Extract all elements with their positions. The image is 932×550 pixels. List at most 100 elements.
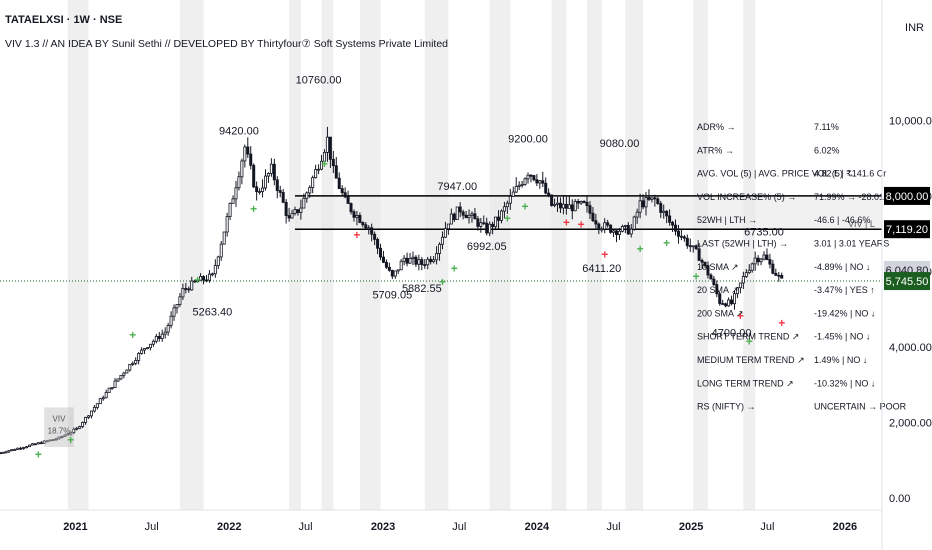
- candle-body: [662, 210, 666, 213]
- candle-body: [694, 245, 698, 250]
- candle-body: [564, 203, 568, 209]
- time-axis[interactable]: 2021 Jul 2022 Jul 2023 Jul 2024 Jul 2025 Jul 2026: [63, 521, 857, 533]
- candle-body: [202, 276, 206, 281]
- stats-row-value: 6.02%: [814, 145, 840, 155]
- candle-body: [39, 442, 43, 445]
- buy-signal-marker: +: [439, 275, 446, 289]
- candle-body: [234, 187, 238, 200]
- candle-body: [753, 257, 757, 265]
- candle-body: [573, 200, 577, 212]
- candle-body: [246, 146, 250, 155]
- stats-row-label: LAST (52WH | LTH) →: [697, 239, 788, 249]
- price-tag-text: 5,745.50: [886, 276, 929, 288]
- candle-body: [225, 216, 229, 233]
- candle-body: [674, 224, 678, 232]
- candle-body: [488, 223, 492, 234]
- stats-row-label: ATR% →: [697, 145, 734, 155]
- stats-row-value: -1.45% | NO ↓: [814, 332, 870, 342]
- candle-body: [715, 284, 719, 295]
- candle-body: [89, 410, 93, 417]
- candle-body: [455, 206, 459, 220]
- stats-row-value: UNCERTAIN → POOR: [814, 402, 907, 412]
- viv-level-label: VIV | L: [848, 219, 875, 229]
- candle-body: [526, 174, 530, 180]
- buy-signal-marker: +: [504, 212, 511, 226]
- time-tick-label: Jul: [145, 521, 159, 533]
- candle-body: [92, 406, 96, 412]
- candle-body: [207, 273, 211, 281]
- candle-body: [617, 230, 621, 235]
- candle-body: [570, 204, 574, 212]
- candle-body: [110, 387, 114, 389]
- candle-body: [458, 206, 462, 213]
- candle-body: [317, 168, 321, 171]
- candle-body: [190, 280, 194, 291]
- candle-body: [435, 253, 439, 261]
- candle-body: [4, 451, 8, 454]
- candle-body: [122, 372, 126, 376]
- candle-body: [255, 186, 259, 193]
- candle-body: [396, 269, 400, 272]
- candle-body: [529, 174, 533, 177]
- candle-body: [22, 447, 26, 449]
- candle-body: [370, 227, 374, 235]
- candle-body: [81, 422, 85, 427]
- candle-body: [36, 442, 40, 445]
- viv-box-sublabel: 18.7%: [48, 426, 71, 435]
- candle-body: [647, 197, 651, 200]
- candle-body: [131, 362, 135, 365]
- candle-body: [384, 261, 388, 268]
- candle-body: [777, 274, 781, 277]
- candle-body: [166, 325, 170, 333]
- candle-body: [343, 192, 347, 198]
- candle-body: [768, 259, 772, 265]
- candle-body: [69, 432, 73, 435]
- candle-body: [688, 245, 692, 248]
- candle-body: [414, 256, 418, 265]
- time-tick-label: Jul: [760, 521, 774, 533]
- candle-body: [405, 257, 409, 264]
- candle-body: [538, 180, 542, 184]
- buy-signal-marker: +: [746, 334, 753, 348]
- candle-body: [638, 200, 642, 213]
- candle-body: [134, 360, 138, 364]
- candle-body: [181, 288, 185, 298]
- indicator-title[interactable]: VIV 1.3 // AN IDEA BY Sunil Sethi // DEV…: [5, 38, 449, 50]
- candle-body: [340, 188, 344, 194]
- candle-body: [331, 158, 335, 167]
- price-tick-label: 0.00: [889, 493, 910, 505]
- candle-body: [502, 206, 506, 212]
- buy-signal-marker: +: [663, 236, 670, 250]
- candle-body: [473, 213, 477, 220]
- candle-body: [393, 270, 397, 277]
- candle-body: [33, 443, 37, 446]
- candle-body: [541, 180, 545, 184]
- stats-row-label: 200 SMA ↗: [697, 308, 744, 318]
- buy-signal-marker: +: [522, 200, 529, 214]
- candle-body: [759, 258, 763, 263]
- candle-body: [659, 203, 663, 213]
- stats-row-value: 1.49% | NO ↓: [814, 355, 867, 365]
- candle-body: [243, 146, 247, 162]
- stats-row-value: -10.32% | NO ↓: [814, 378, 875, 388]
- candle-body: [721, 303, 725, 305]
- shade-band: [551, 0, 567, 510]
- candle-body: [426, 258, 430, 266]
- sell-signal-marker: +: [578, 217, 585, 231]
- candle-body: [440, 236, 444, 245]
- candle-body: [744, 272, 748, 277]
- level-price-tag-text: 8,000.00: [886, 191, 929, 203]
- sell-signal-marker: +: [778, 316, 785, 330]
- candle-body: [612, 230, 616, 233]
- candle-body: [727, 299, 731, 307]
- buy-signal-marker: +: [129, 328, 136, 342]
- price-tick-label: 2,000.00: [889, 417, 932, 429]
- candle-body: [154, 335, 158, 342]
- pivot-label: 9420.00: [219, 125, 259, 137]
- candle-body: [650, 197, 654, 200]
- symbol-title[interactable]: TATAELXSI · 1W · NSE: [5, 14, 123, 26]
- candle-body: [42, 440, 46, 444]
- time-tick-label: Jul: [607, 521, 621, 533]
- stats-row-label: MEDIUM TERM TREND ↗: [697, 355, 805, 365]
